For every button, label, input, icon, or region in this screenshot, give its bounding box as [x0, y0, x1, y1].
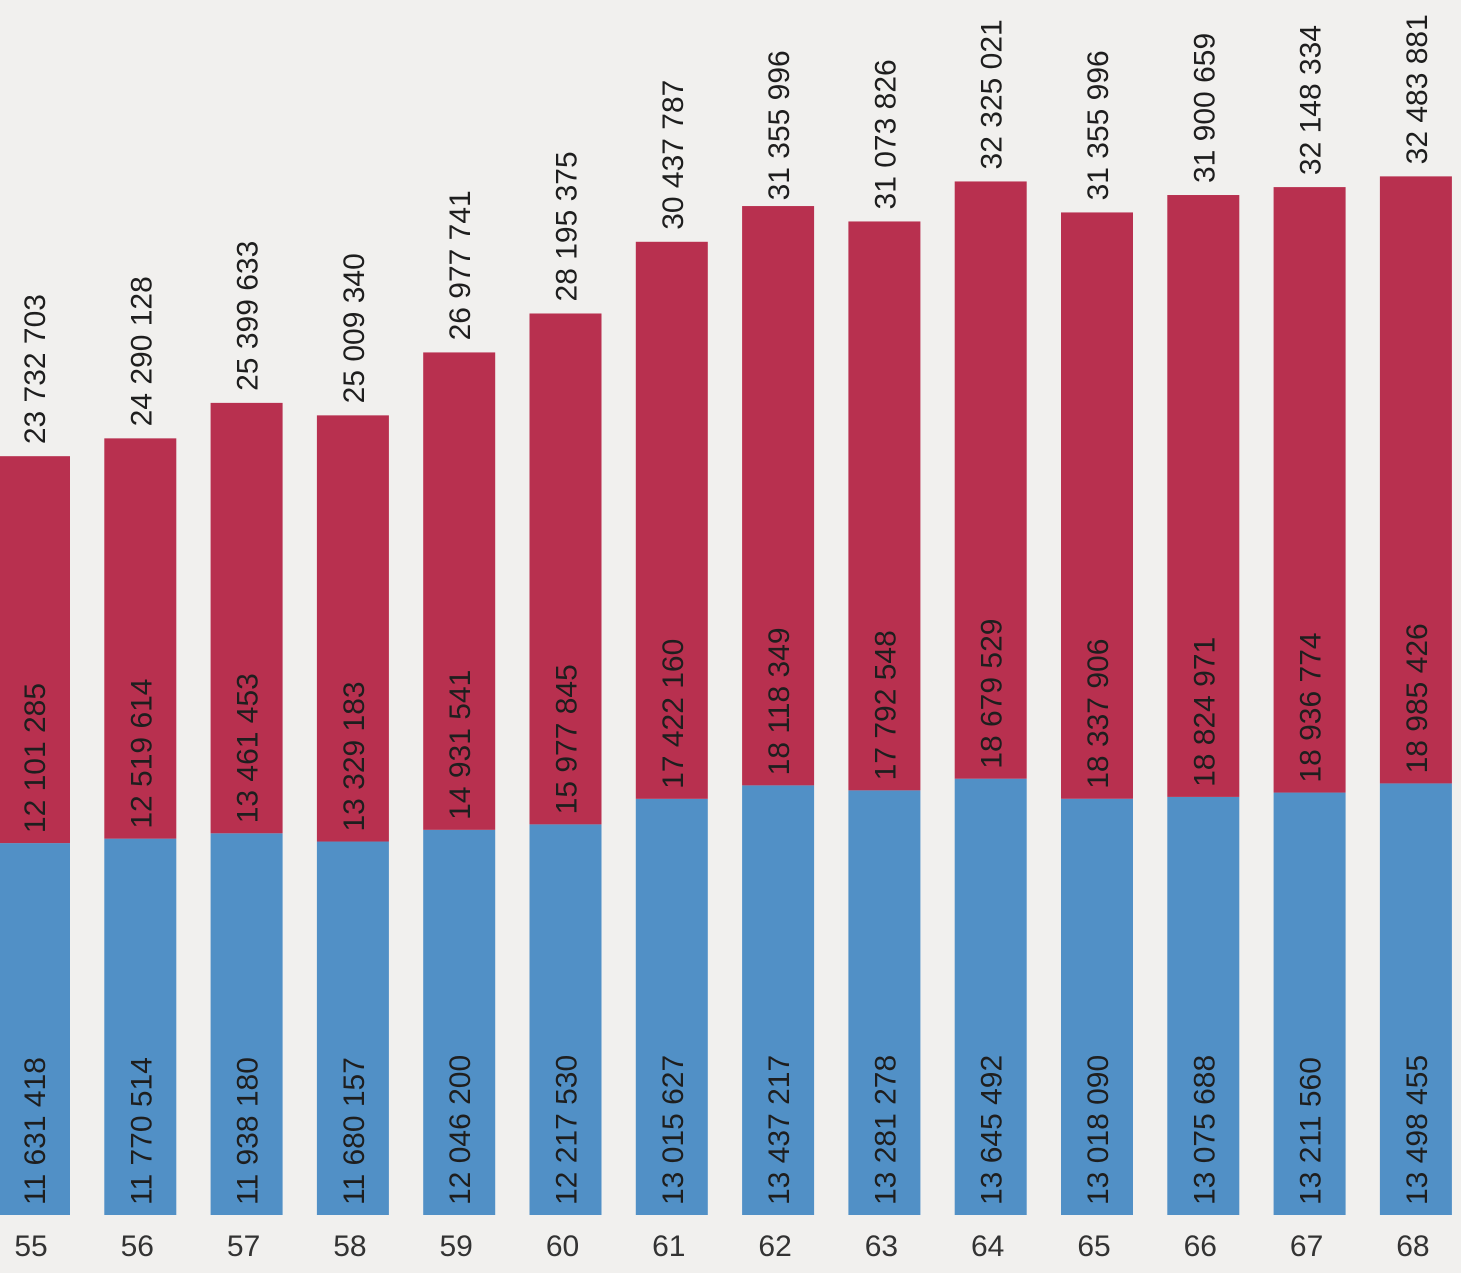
total-label: 26 977 741 [444, 190, 477, 340]
total-label: 31 355 996 [763, 50, 796, 200]
value-label: 18 985 426 [1401, 623, 1434, 773]
bar-segment [848, 221, 921, 791]
total-label: 23 732 703 [19, 294, 52, 444]
value-label: 13 015 627 [657, 1055, 690, 1205]
total-label: 28 195 375 [551, 151, 584, 301]
value-label: 13 498 455 [1401, 1055, 1434, 1205]
total-label: 24 290 128 [125, 276, 158, 426]
total-label: 30 437 787 [657, 80, 690, 230]
value-label: 15 977 845 [551, 664, 584, 814]
bar-segment [0, 456, 70, 844]
x-tick-label: 63 [865, 1230, 898, 1263]
bar-segment [742, 206, 815, 786]
bar-segment [848, 790, 921, 1215]
value-label: 12 101 285 [19, 683, 52, 833]
bar-segment [316, 415, 389, 842]
bar-segment [1273, 187, 1346, 793]
x-tick-label: 55 [14, 1230, 47, 1263]
value-label: 18 118 349 [763, 627, 796, 775]
x-tick-label: 68 [1396, 1230, 1429, 1263]
bar-segment [1061, 212, 1133, 799]
bar-segment [1167, 796, 1240, 1215]
total-label: 25 009 340 [338, 253, 371, 403]
total-label: 31 073 826 [869, 59, 902, 209]
value-label: 13 437 217 [763, 1055, 796, 1205]
x-tick-label: 57 [227, 1230, 260, 1263]
total-label: 32 148 334 [1295, 25, 1328, 175]
value-label: 18 824 971 [1188, 637, 1221, 787]
bar-segment [210, 833, 283, 1215]
bar-segment [1167, 195, 1240, 797]
x-tick-label: 64 [971, 1230, 1004, 1263]
bar-segment [1273, 792, 1346, 1215]
bar-segment [210, 402, 283, 834]
bar-segment [742, 785, 815, 1215]
x-tick-label: 60 [546, 1230, 579, 1263]
value-label: 13 075 688 [1188, 1055, 1221, 1205]
bar-segment [954, 778, 1027, 1215]
x-tick-label: 56 [121, 1230, 154, 1263]
bar-segment [1061, 798, 1133, 1215]
value-label: 12 046 200 [444, 1055, 477, 1205]
total-label: 25 399 633 [232, 241, 265, 391]
value-label: 17 792 548 [869, 630, 902, 780]
value-label: 13 645 492 [976, 1055, 1009, 1205]
x-tick-label: 61 [652, 1230, 685, 1263]
value-label: 11 680 157 [338, 1057, 371, 1205]
bar-segment [104, 438, 177, 839]
bar-segment [423, 352, 496, 830]
value-label: 11 770 514 [125, 1057, 158, 1205]
value-label: 13 211 560 [1295, 1057, 1328, 1205]
total-label: 31 355 996 [1082, 50, 1115, 200]
bar-segment [316, 841, 389, 1215]
value-label: 17 422 160 [657, 639, 690, 789]
value-label: 11 938 180 [232, 1057, 265, 1205]
bar-segment [954, 181, 1027, 779]
bar-segment [1379, 176, 1452, 784]
x-tick-label: 65 [1077, 1230, 1110, 1263]
x-tick-label: 67 [1290, 1230, 1323, 1263]
value-label: 13 281 278 [869, 1055, 902, 1205]
bar-segment [635, 241, 708, 799]
bar-segment [635, 798, 708, 1215]
x-tick-label: 59 [440, 1230, 473, 1263]
bar-segment [104, 838, 177, 1215]
x-tick-label: 66 [1184, 1230, 1217, 1263]
x-tick-label: 62 [758, 1230, 791, 1263]
value-label: 18 936 774 [1295, 632, 1328, 782]
value-label: 18 337 906 [1082, 639, 1115, 789]
total-label: 31 900 659 [1188, 33, 1221, 183]
value-label: 14 931 541 [444, 670, 477, 820]
total-label: 32 325 021 [976, 19, 1009, 169]
value-label: 13 329 183 [338, 681, 371, 831]
value-label: 11 631 418 [19, 1057, 52, 1205]
bar-segment [423, 829, 496, 1215]
value-label: 18 679 529 [976, 619, 1009, 769]
value-label: 13 018 090 [1082, 1055, 1115, 1205]
total-label: 32 483 881 [1401, 14, 1434, 164]
value-label: 12 519 614 [125, 678, 158, 828]
bar-segment [529, 313, 602, 825]
x-tick-label: 58 [333, 1230, 366, 1263]
value-label: 13 461 453 [232, 673, 265, 823]
bar-segment [1379, 783, 1452, 1215]
bar-segment [0, 843, 70, 1215]
bar-segment [529, 824, 602, 1215]
value-label: 12 217 530 [551, 1055, 584, 1205]
